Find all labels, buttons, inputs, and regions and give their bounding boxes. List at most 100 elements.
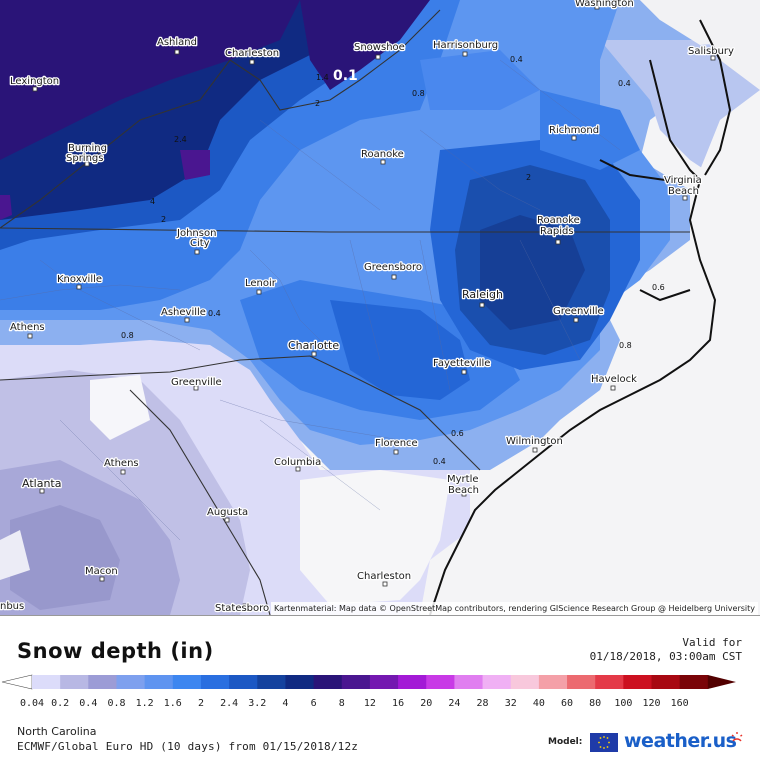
color-scale-swatch <box>172 675 202 689</box>
city-dot-lenoir <box>256 289 262 295</box>
contour-label: 0.4 <box>510 55 523 64</box>
contour-label: 0.4 <box>433 457 446 466</box>
valid-for-label: Valid for <box>682 636 742 649</box>
color-scale-swatch <box>426 675 455 689</box>
color-scale-swatch <box>651 675 681 689</box>
city-label-burning: Burning <box>68 143 107 154</box>
city-dot-roanoke-rapids <box>555 239 561 245</box>
city-dot-athens-tn <box>27 333 33 339</box>
city-dot-richmond <box>571 135 577 141</box>
no-snow-sc-coast <box>300 470 450 605</box>
color-scale-tick-label: 0.04 <box>19 698 45 709</box>
color-scale-swatch <box>32 675 61 689</box>
city-label-columbia: Columbia <box>274 457 321 468</box>
color-scale-tick-label: 80 <box>589 698 602 709</box>
color-scale-swatch <box>679 675 709 689</box>
color-scale-tick-label: 24 <box>448 698 461 709</box>
city-dot-johnson-city <box>194 249 200 255</box>
no-snow-upstate <box>90 375 150 440</box>
color-scale-tick-label: 6 <box>310 698 317 709</box>
color-scale-swatch <box>60 675 89 689</box>
color-scale-swatch <box>313 675 343 689</box>
color-scale-tick-label: 40 <box>532 698 545 709</box>
city-label-roanoke-2: Roanoke <box>537 215 580 226</box>
city-dot-charleston-sc <box>382 581 388 587</box>
contour-label: 0.8 <box>412 89 425 98</box>
color-scale-swatch <box>398 675 427 689</box>
color-scale-swatch <box>623 675 653 689</box>
city-label-snowshoe: Snowshoe <box>354 42 405 53</box>
legend-panel: Snow depth (in) Valid for 01/18/2018, 03… <box>0 615 760 761</box>
chesapeake-area <box>640 0 760 90</box>
snow-zone-6-spot <box>180 150 210 180</box>
color-scale-under-arrow <box>1 674 33 690</box>
map-canvas: 0.1 2 0.8 0.4 2.4 0.4 4 0.8 0.4 2 0.6 0.… <box>0 0 760 615</box>
city-label-macon: Macon <box>85 566 118 577</box>
city-label-knoxville: Knoxville <box>57 274 102 285</box>
map-title: Snow depth (in) <box>17 639 214 663</box>
color-scale-tick-label: 1.2 <box>135 698 154 709</box>
color-scale-swatch <box>88 675 117 689</box>
color-scale-swatch <box>229 675 258 689</box>
snow-zone-2-sandhills <box>330 300 470 400</box>
eu-flag-icon <box>590 733 618 752</box>
color-scale-swatch <box>510 675 540 689</box>
color-scale-bar <box>1 674 736 690</box>
county-borders <box>0 59 621 541</box>
city-label-charlotte: Charlotte <box>288 339 339 352</box>
city-label-roanoke: Roanoke <box>361 149 404 160</box>
color-scale-tick-label: 32 <box>504 698 517 709</box>
contour-label: 0.6 <box>451 429 464 438</box>
city-dot-roanoke <box>380 159 386 165</box>
city-dot-virginia-beach <box>682 195 688 201</box>
city-label-myrtle: Myrtle <box>447 474 479 485</box>
city-label-athens-ga: Athens <box>104 458 139 469</box>
color-scale-tick-label: 60 <box>561 698 574 709</box>
color-scale-swatch <box>595 675 624 689</box>
city-label-springs: Springs <box>66 153 103 164</box>
color-scale-swatch <box>144 675 174 689</box>
city-label-greenville-sc: Greenville <box>171 377 222 388</box>
city-label-greenville-nc: Greenville <box>553 306 604 317</box>
color-scale-swatch <box>482 675 512 689</box>
snow-zone-richmond <box>540 90 640 170</box>
weather-us-logo[interactable]: weather.us <box>624 730 737 752</box>
city-dot-greenville-nc <box>573 317 579 323</box>
snow-zone-4 <box>0 0 300 160</box>
color-scale-swatch <box>707 675 736 689</box>
color-scale-tick-label: 12 <box>363 698 376 709</box>
contour-label: 4 <box>150 197 155 206</box>
color-scale-swatch <box>257 675 286 689</box>
contour-label: 2 <box>315 99 320 108</box>
color-scale-swatch <box>116 675 146 689</box>
contour-label: 0.6 <box>652 283 665 292</box>
color-scale-tick-label: 28 <box>476 698 489 709</box>
atlantic-ocean <box>430 90 760 615</box>
city-dot-asheville <box>184 317 190 323</box>
contour-label: 2 <box>161 215 166 224</box>
contour-label: 0.8 <box>121 331 134 340</box>
sun-icon <box>731 732 743 742</box>
city-dot-statesboro <box>242 603 248 609</box>
city-dot-washington <box>594 4 600 10</box>
city-dot-snowshoe <box>375 54 381 60</box>
city-label-greensboro: Greensboro <box>364 262 422 273</box>
color-scale-tick-label: 8 <box>338 698 345 709</box>
city-dot-columbia <box>295 466 301 472</box>
city-label-asheville: Asheville <box>161 307 206 318</box>
color-scale-swatch <box>567 675 596 689</box>
city-dot-burning-springs <box>84 161 90 167</box>
city-dot-greenville-sc <box>193 385 199 391</box>
snow-zone-light-3 <box>10 505 120 610</box>
contour-label: 0.4 <box>208 309 221 318</box>
contour-label: 2 <box>526 173 531 182</box>
city-label-wilmington: Wilmington <box>506 436 563 447</box>
city-label-harrisonburg: Harrisonburg <box>433 40 498 51</box>
city-dot-greensboro <box>391 274 397 280</box>
city-label-charleston-sc: Charleston <box>357 571 411 582</box>
map-attribution: Kartenmaterial: Map data © OpenStreetMap… <box>270 602 758 615</box>
city-label-athens-tn: Athens <box>10 322 45 333</box>
no-snow-ga <box>0 530 30 580</box>
color-scale-ticks: 0.04 0.2 0.4 0.8 1.2 1.6 2 2.4 3.2 4 6 8 12 16 20 24 28 3… <box>0 698 760 712</box>
color-scale-swatch <box>538 675 568 689</box>
